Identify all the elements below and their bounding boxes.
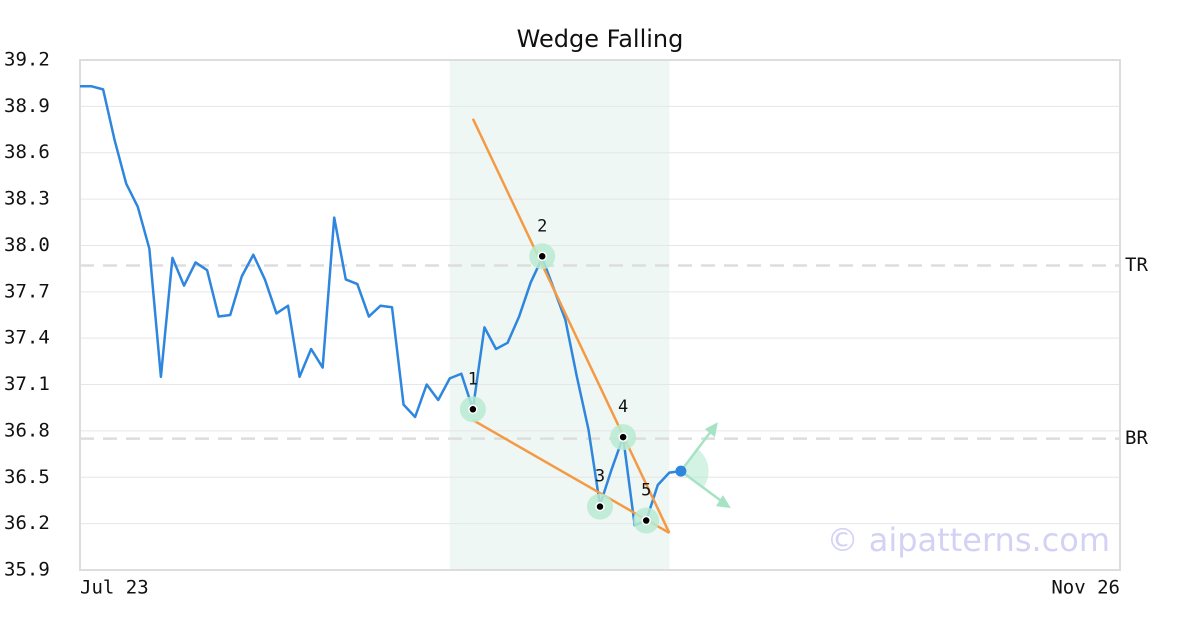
pattern-region	[449, 60, 670, 570]
pivot-dot	[537, 251, 547, 262]
y-tick-label: 37.1	[4, 373, 50, 395]
y-tick-label: 37.7	[4, 280, 50, 302]
x-tick-label: Jul 23	[80, 577, 149, 599]
y-tick-label: 37.4	[4, 327, 50, 349]
y-tick-label: 36.5	[4, 466, 50, 488]
y-tick-label: 38.3	[4, 188, 50, 210]
watermark: © aipatterns.com	[827, 521, 1110, 559]
trend-line	[471, 118, 671, 534]
pivot-label: 3	[595, 467, 605, 487]
price-line	[80, 85, 682, 527]
pivot-dot	[595, 501, 605, 512]
pivot-label: 1	[468, 369, 478, 389]
last-point	[675, 465, 687, 477]
breakout-arrow	[679, 425, 716, 472]
level-label: BR	[1125, 427, 1148, 449]
breakout-arrow	[680, 470, 728, 507]
y-tick-label: 38.6	[4, 141, 50, 163]
pivot-dot	[468, 404, 478, 415]
pivot-dot	[641, 515, 651, 526]
level-label: TR	[1125, 254, 1148, 276]
y-tick-label: 36.8	[4, 419, 50, 441]
pivot-label: 2	[537, 216, 547, 236]
y-tick-label: 38.0	[4, 234, 50, 256]
arrow-head	[715, 495, 731, 509]
x-tick-label: Nov 26	[1051, 577, 1120, 599]
pivot-dot	[618, 432, 628, 442]
chart-title: Wedge Falling	[517, 25, 684, 53]
plot-frame	[79, 59, 1121, 571]
breakout-sector	[680, 449, 709, 489]
y-tick-label: 36.2	[4, 512, 50, 534]
pivot-label: 4	[618, 397, 628, 417]
pivot-label: 5	[641, 481, 651, 501]
y-tick-label: 35.9	[4, 559, 50, 581]
y-tick-label: 39.2	[4, 49, 50, 71]
y-tick-label: 38.9	[4, 95, 50, 117]
arrow-head	[704, 422, 718, 438]
